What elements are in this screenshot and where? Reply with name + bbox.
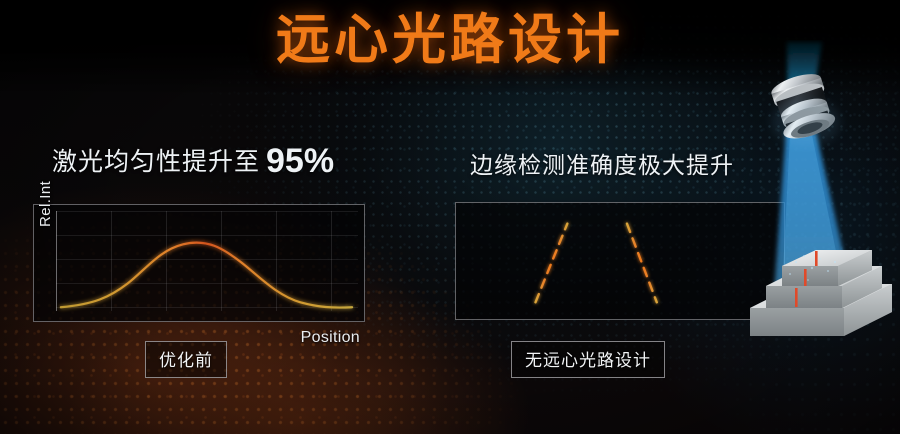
page-title: 远心光路设计 [276,8,624,71]
background-top-shade [0,0,900,96]
caption-chip-no-telecentric: 无远心光路设计 [511,341,665,378]
chart-panel-before-optimization: Rel.Int Position [33,181,365,346]
left-subtitle: 激光均匀性提升至 95% [52,142,334,181]
chart-panel-no-telecentric [455,202,785,320]
marker-step-2 [804,269,807,286]
step-block-sample [750,250,892,336]
lens-glow [772,98,840,146]
right-subtitle: 边缘检测准确度极大提升 [470,153,734,179]
optical-illustration-svg [750,42,892,336]
step-block-mid-side [842,266,882,308]
gaussian-curve-svg [59,241,354,309]
trapezoid-profile-svg [492,222,700,304]
step-block-base-side [844,284,892,336]
caption-chip-before-optimization: 优化前 [145,341,227,378]
step-block-top-top [782,250,872,266]
left-subtitle-text: 激光均匀性提升至 [52,147,261,176]
chart-y-axis-left [56,211,57,311]
marker-step-1 [795,288,798,307]
marker-step-3 [815,251,818,266]
optical-illustration [740,40,900,380]
step-block-top-side [838,250,872,286]
beam-speckle [789,255,837,281]
chart-x-axis-label-left: Position [300,329,360,346]
left-subtitle-highlight: 95% [266,142,335,180]
measurement-markers [795,251,818,307]
